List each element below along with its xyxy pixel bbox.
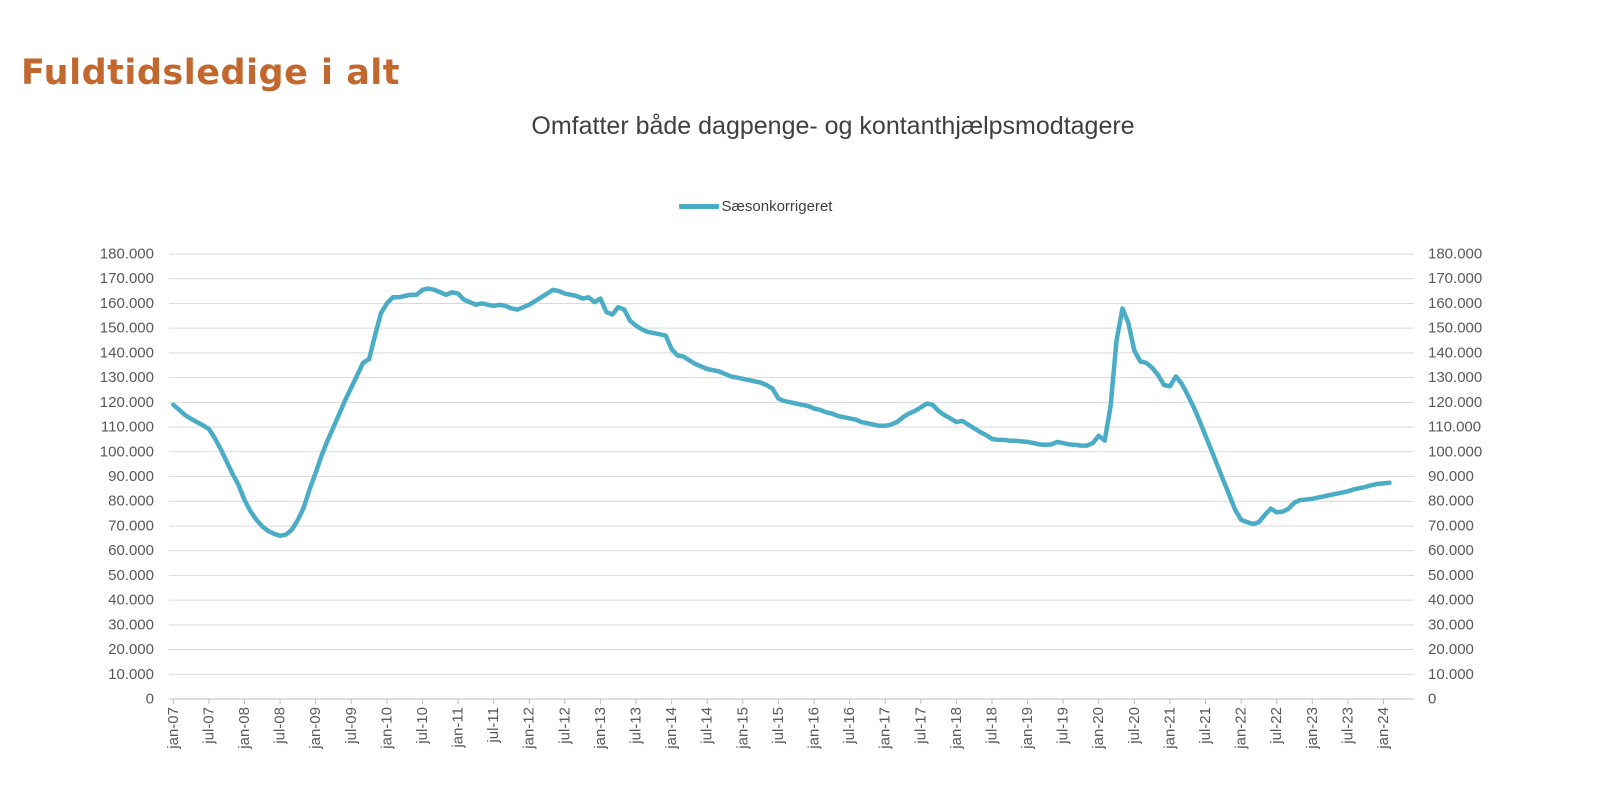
x-axis-tick-label: jan-20 [1090, 707, 1107, 750]
x-axis-tick-label: jul-21 [1197, 707, 1214, 745]
x-axis-tick-label: jan-07 [165, 707, 182, 750]
y-axis-tick-label: 80.000 [108, 493, 154, 510]
series-line [171, 286, 1392, 539]
y-axis-tick-label: 10.000 [1428, 666, 1474, 683]
x-axis-tick-label: jan-16 [805, 707, 822, 750]
y-axis-tick-label: 110.000 [1428, 419, 1481, 436]
y-axis-tick-label: 20.000 [108, 641, 154, 658]
y-axis-tick-label: 20.000 [1428, 641, 1474, 658]
x-axis-labels: jan-07 jul-07 jan-08 jul-08 jan-09 jul-09 jan-… [165, 707, 1392, 750]
y-axis-tick-label: 10.000 [108, 666, 154, 683]
y-axis-labels-right: 0 10.000 20.000 30.000 40.000 50.000 60.000 70.… [1428, 246, 1482, 708]
y-axis-tick-label: 150.000 [1428, 320, 1482, 337]
y-axis-tick-label: 160.000 [100, 295, 154, 312]
y-axis-tick-label: 40.000 [108, 592, 154, 609]
x-axis-tick-label: jan-22 [1233, 707, 1250, 750]
y-axis-tick-label: 160.000 [1428, 295, 1482, 312]
y-axis-tick-label: 90.000 [1428, 468, 1474, 485]
y-axis-tick-label: 150.000 [100, 320, 154, 337]
x-axis-tick-label: jul-13 [628, 707, 645, 745]
y-axis-tick-label: 0 [1428, 691, 1436, 708]
x-axis-tick-label: jan-18 [948, 707, 965, 750]
y-axis-tick-label: 40.000 [1428, 592, 1474, 609]
y-axis-tick-label: 170.000 [1428, 270, 1482, 287]
y-axis-tick-label: 60.000 [1428, 542, 1474, 559]
x-axis-tick-label: jan-15 [734, 707, 751, 750]
x-axis-tick-label: jan-11 [450, 707, 467, 749]
y-axis-tick-label: 70.000 [1428, 517, 1474, 534]
y-axis-tick-label: 110.000 [101, 419, 154, 436]
page-title: Fuldtidsledige i alt [21, 53, 401, 94]
x-axis-tick-label: jan-12 [521, 707, 538, 750]
y-axis-labels-left: 0 10.000 20.000 30.000 40.000 50.000 60.000 70.… [100, 246, 154, 708]
x-axis-tick-label: jan-13 [592, 707, 609, 750]
series-saesonkorrigeret [171, 286, 1392, 539]
x-axis-tick-label: jul-16 [841, 707, 858, 745]
legend-line-marker [678, 204, 719, 209]
x-axis-tick-label: jul-14 [699, 707, 716, 745]
x-axis-tick-label: jul-17 [912, 707, 929, 745]
x-axis-tick-label: jan-17 [877, 707, 894, 750]
y-axis-tick-label: 100.000 [1428, 443, 1482, 460]
x-axis-tick-label: jul-23 [1339, 707, 1356, 745]
y-axis-tick-label: 70.000 [108, 517, 154, 534]
y-axis-tick-label: 170.000 [100, 270, 154, 287]
x-axis-tick-label: jan-08 [236, 707, 253, 750]
x-axis-tick-label: jan-23 [1304, 707, 1321, 750]
y-axis-tick-label: 140.000 [1428, 344, 1482, 361]
x-axis-ticks [172, 699, 1384, 704]
x-axis-tick-label: jul-07 [200, 707, 217, 745]
x-axis-tick-label: jul-22 [1268, 707, 1285, 745]
x-axis-tick-label: jul-08 [272, 707, 289, 745]
x-axis-tick-label: jul-09 [343, 707, 360, 745]
y-axis-tick-label: 0 [146, 691, 154, 708]
x-axis-tick-label: jul-20 [1126, 707, 1143, 745]
y-axis-tick-label: 130.000 [100, 369, 154, 386]
x-axis-tick-label: jul-15 [770, 707, 787, 745]
y-axis-tick-label: 180.000 [100, 246, 154, 263]
x-axis-tick-label: jul-11 [485, 707, 502, 744]
chart-legend: Sæsonkorrigeret [168, 198, 1343, 215]
y-axis-tick-label: 130.000 [1428, 369, 1482, 386]
y-axis-tick-label: 140.000 [100, 344, 154, 361]
x-axis-tick-label: jan-19 [1019, 707, 1036, 750]
x-axis-tick-label: jan-24 [1375, 707, 1392, 750]
y-axis-tick-label: 50.000 [1428, 567, 1474, 584]
y-axis-tick-label: 60.000 [108, 542, 154, 559]
y-axis-tick-label: 100.000 [100, 443, 154, 460]
y-axis-tick-label: 80.000 [1428, 493, 1474, 510]
x-axis-tick-label: jan-09 [307, 707, 324, 750]
y-axis-tick-label: 50.000 [108, 567, 154, 584]
chart-subtitle: Omfatter både dagpenge- og kontanthjælps… [531, 112, 1135, 140]
y-axis-tick-label: 180.000 [1428, 246, 1482, 263]
x-axis-tick-label: jul-10 [414, 707, 431, 745]
x-axis-tick-label: jul-12 [556, 707, 573, 745]
y-axis-tick-label: 30.000 [108, 616, 154, 633]
x-axis-tick-label: jan-10 [378, 707, 395, 750]
x-axis-tick-label: jul-19 [1055, 707, 1072, 745]
y-axis-tick-label: 120.000 [100, 394, 154, 411]
y-axis-tick-label: 30.000 [1428, 616, 1474, 633]
y-axis-tick-label: 90.000 [108, 468, 154, 485]
legend-label: Sæsonkorrigeret [721, 198, 833, 215]
y-axis-tick-label: 120.000 [1428, 394, 1482, 411]
x-axis-tick-label: jul-18 [983, 707, 1000, 745]
x-axis-tick-label: jan-14 [663, 707, 680, 750]
x-axis-tick-label: jan-21 [1161, 707, 1178, 750]
gridlines [169, 253, 1414, 700]
